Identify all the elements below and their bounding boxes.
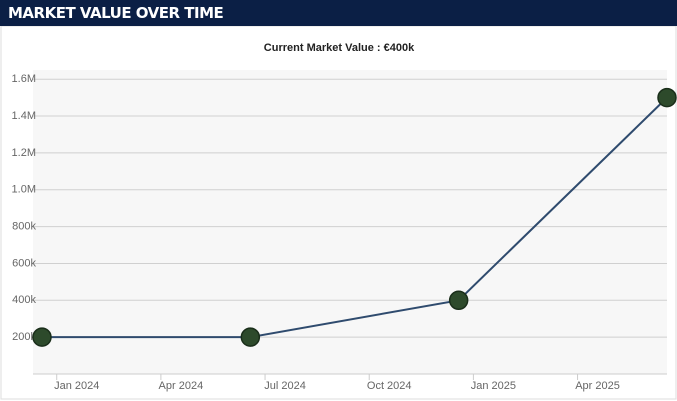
y-tick-label: 200k: [12, 331, 36, 343]
y-tick-label: 400k: [12, 294, 36, 306]
y-tick-label: 800k: [12, 221, 36, 233]
x-tick-label: Oct 2024: [367, 380, 412, 392]
y-tick-label: 600k: [12, 257, 36, 269]
x-tick-label: Jan 2025: [471, 380, 516, 392]
y-tick-label: 1.2M: [12, 147, 36, 159]
point: [32, 327, 52, 347]
header-title: MARKET VALUE OVER TIME: [0, 0, 677, 26]
point: [448, 290, 469, 311]
x-tick-label: Jan 2024: [54, 380, 99, 392]
y-tick-label: 1.6M: [12, 73, 36, 85]
line: [42, 96, 668, 339]
point: [657, 87, 677, 108]
y-tick-label: 1.4M: [12, 110, 36, 122]
x-tick-label: Apr 2025: [575, 380, 620, 392]
chart: Current Market Value : €400k 200k 400k 600…: [0, 26, 677, 400]
chart-title: Current Market Value : €400k: [264, 42, 415, 54]
point: [240, 327, 261, 347]
x-tick-label: Apr 2024: [159, 380, 204, 392]
y-tick-label: 1.0M: [12, 184, 36, 196]
x-tick-label: Jul 2024: [264, 380, 306, 392]
plot-area: [33, 70, 667, 374]
